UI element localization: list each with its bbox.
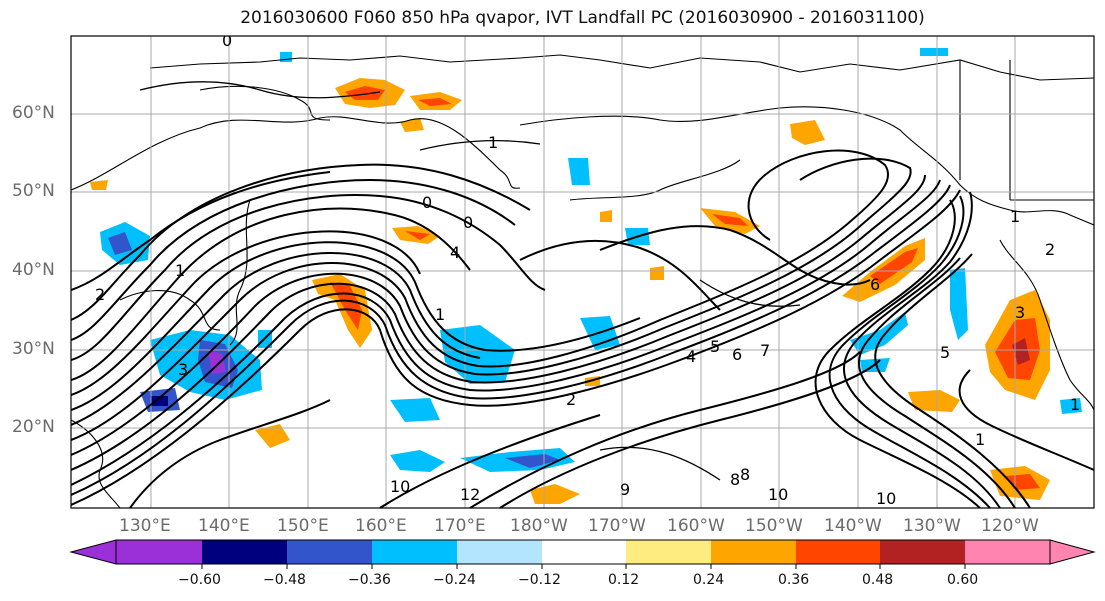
- contour-label: 5: [940, 343, 950, 362]
- contour-label: 1: [435, 305, 445, 324]
- contour-label: 1: [1070, 395, 1080, 414]
- colorbar-tick-label: 0.48: [862, 572, 894, 588]
- lat-label-40n: 40°N: [12, 260, 55, 280]
- colorbar-under-arrow: [69, 539, 117, 565]
- contour-label: 4: [686, 347, 696, 366]
- lat-label-50n: 50°N: [12, 181, 55, 201]
- contour-label: 5: [710, 337, 720, 356]
- contour-label: 6: [732, 345, 742, 364]
- contour-label: 0: [222, 31, 232, 50]
- contour-label: 2: [566, 390, 576, 409]
- colorbar-tick-label: −0.36: [348, 572, 391, 588]
- colorbar-tick-label: −0.48: [263, 572, 306, 588]
- lon-label-160e: 160°E: [355, 516, 407, 536]
- contour-label: 10: [390, 477, 410, 496]
- lon-label-170e: 170°E: [434, 516, 486, 536]
- map-area: [71, 36, 1094, 508]
- contour-label: 3: [178, 360, 188, 379]
- colorbar-tick-label: −0.60: [178, 572, 221, 588]
- lon-label-180w: 180°W: [510, 516, 568, 536]
- contour-label: 12: [460, 485, 480, 504]
- lon-label-150w: 150°W: [745, 516, 803, 536]
- contour-label: 7: [760, 341, 770, 360]
- contour-label: 2: [1045, 240, 1055, 259]
- ivt-contours-thin: [139, 81, 801, 481]
- colorbar-over-arrow: [1049, 539, 1096, 565]
- contour-label: 0: [463, 213, 473, 232]
- contour-label: 1: [975, 430, 985, 449]
- lat-label-60n: 60°N: [12, 103, 55, 123]
- colorbar-tick-label: −0.12: [518, 572, 561, 588]
- colorbar-tick-label: 0.60: [947, 572, 979, 588]
- contour-labels: 0 1 0 0 4 1 1 2 3 4 5 6 7 8 2 1 10 12 10…: [95, 31, 1080, 508]
- colorbar: [69, 539, 1096, 569]
- lon-label-150e: 150°E: [277, 516, 329, 536]
- contour-label: 1: [488, 133, 498, 152]
- colorbar-tick-label: 0.24: [693, 572, 725, 588]
- lon-label-140e: 140°E: [198, 516, 250, 536]
- lat-label-20n: 20°N: [12, 417, 55, 437]
- contour-label: 0: [422, 193, 432, 212]
- contour-label: 8: [730, 470, 740, 489]
- colorbar-tick-label: 0.36: [778, 572, 810, 588]
- contour-label: 1: [175, 261, 185, 280]
- lon-label-160w: 160°W: [667, 516, 725, 536]
- contour-label: 8: [740, 465, 750, 484]
- positive-anomaly-shading: [90, 78, 1050, 504]
- lon-label-170w: 170°W: [588, 516, 646, 536]
- contour-label: 2: [95, 285, 105, 304]
- contour-label: 9: [620, 480, 630, 499]
- lon-label-130e: 130°E: [119, 516, 171, 536]
- contour-label: 4: [450, 243, 460, 262]
- contour-label: 1: [1010, 207, 1020, 226]
- map-frame: [70, 35, 1095, 509]
- lon-label-120w: 120°W: [981, 516, 1039, 536]
- lon-label-140w: 140°W: [824, 516, 882, 536]
- lat-label-30n: 30°N: [12, 339, 55, 359]
- ivt-contours: [71, 149, 1094, 508]
- contour-label: 6: [870, 275, 880, 294]
- contour-label: 3: [1015, 303, 1025, 322]
- lon-label-130w: 130°W: [903, 516, 961, 536]
- contour-label: 10: [876, 489, 896, 508]
- map-title: 2016030600 F060 850 hPa qvapor, IVT Land…: [240, 8, 925, 28]
- colorbar-tick-label: −0.24: [433, 572, 476, 588]
- contour-label: 10: [768, 485, 788, 504]
- colorbar-tick-label: 0.12: [608, 572, 640, 588]
